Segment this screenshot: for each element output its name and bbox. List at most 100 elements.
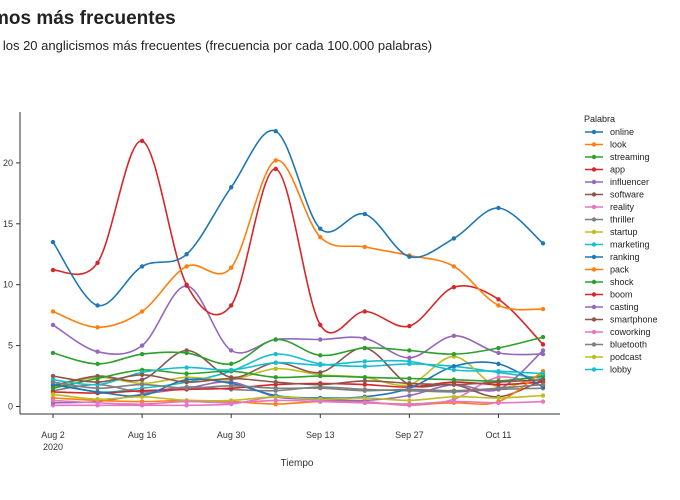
data-point-smartphone — [318, 370, 323, 375]
data-point-app — [228, 303, 234, 308]
series-lines — [50, 129, 546, 408]
y-tick-label: 5 — [8, 341, 13, 351]
data-point-startup — [496, 395, 501, 401]
y-tick-label: 10 — [3, 280, 13, 290]
data-point-podcast — [273, 366, 278, 371]
data-point-look — [451, 264, 457, 269]
legend-label: lobby — [610, 365, 632, 375]
data-point-influencer — [95, 349, 100, 354]
data-point-streaming — [50, 350, 56, 356]
series-line-thriller — [52, 381, 544, 392]
data-point-look — [318, 234, 323, 240]
x-tick-label: Oct 11 — [486, 430, 512, 440]
legend-swatch-dot — [591, 267, 597, 272]
legend-item-lobby: lobby — [585, 365, 632, 375]
data-point-thriller — [362, 388, 368, 393]
data-point-influencer — [50, 322, 56, 328]
x-tick-label: Sep 13 — [306, 430, 335, 440]
legend-label: thriller — [610, 215, 635, 225]
data-point-look — [184, 264, 189, 269]
x-axis-title: Tiempo — [281, 458, 314, 469]
legend-swatch-dot — [591, 304, 597, 310]
data-point-online — [496, 205, 501, 211]
data-point-shock — [95, 376, 100, 381]
series-line-shock — [52, 369, 544, 389]
data-point-reality — [50, 398, 56, 403]
legend-swatch-dot — [591, 292, 597, 297]
data-point-lobby — [362, 364, 368, 369]
data-point-online — [228, 185, 234, 190]
legend-item-look: look — [585, 140, 627, 150]
data-point-online — [273, 129, 278, 134]
series-reality — [50, 398, 546, 407]
legend-swatch-dot — [591, 329, 597, 335]
data-point-online — [184, 252, 189, 257]
data-point-software — [540, 377, 546, 382]
series-streaming — [50, 334, 546, 367]
series-thriller — [50, 379, 546, 393]
legend-item-app: app — [585, 165, 625, 175]
data-point-marketing — [228, 367, 234, 373]
legend-item-bluetooth: bluetooth — [585, 340, 647, 350]
data-point-streaming — [496, 345, 501, 351]
data-point-app — [318, 322, 323, 328]
data-point-ranking — [95, 389, 100, 395]
data-point-influencer — [451, 333, 457, 339]
data-point-influencer — [496, 350, 501, 356]
data-point-startup — [139, 394, 145, 399]
legend-label: look — [610, 140, 627, 150]
chart-title: mos más frecuentes — [0, 8, 176, 29]
data-point-shock — [318, 373, 323, 379]
series-look — [50, 158, 546, 330]
data-point-app — [273, 166, 278, 172]
data-point-casting — [407, 393, 412, 398]
legend-swatch-dot — [591, 167, 597, 172]
legend-swatch-dot — [591, 279, 597, 285]
data-point-online — [318, 226, 323, 231]
data-point-startup — [451, 394, 457, 399]
data-point-influencer — [228, 348, 234, 353]
data-point-app — [95, 260, 100, 265]
data-point-reality — [540, 399, 546, 404]
data-point-look — [95, 325, 100, 330]
x-tick-sublabel: 2020 — [43, 442, 63, 452]
series-line-startup — [52, 393, 544, 402]
data-point-boom — [139, 388, 145, 393]
legend: Palabra online look streaming app influencer… — [584, 114, 658, 375]
data-point-online — [451, 236, 457, 241]
data-point-reality — [407, 401, 412, 407]
data-point-influencer — [318, 337, 323, 342]
data-point-look — [496, 303, 501, 308]
legend-swatch-dot — [591, 254, 597, 260]
data-point-reality — [496, 400, 501, 406]
data-point-software — [95, 379, 100, 385]
data-point-look — [228, 265, 234, 270]
data-point-smartphone — [139, 377, 145, 382]
data-point-startup — [50, 392, 56, 397]
data-point-streaming — [184, 350, 189, 356]
legend-swatch-dot — [591, 129, 597, 135]
data-point-app — [50, 267, 56, 273]
legend-label: streaming — [610, 152, 650, 162]
legend-item-startup: startup — [585, 227, 638, 237]
series-line-reality — [52, 399, 544, 405]
data-point-streaming — [318, 353, 323, 358]
x-tick-label: Aug 30 — [217, 430, 246, 440]
data-point-reality — [318, 399, 323, 404]
legend-label: influencer — [610, 177, 649, 187]
legend-swatch-dot — [591, 154, 597, 160]
y-ticks: 0 5 10 15 20 — [3, 158, 20, 412]
legend-label: smartphone — [610, 315, 658, 325]
data-point-startup — [362, 395, 368, 401]
data-point-marketing — [407, 359, 412, 364]
series-line-software — [52, 373, 544, 386]
x-tick-label: Aug 16 — [128, 430, 157, 440]
data-point-thriller — [50, 379, 56, 385]
legend-label: online — [610, 127, 634, 137]
data-point-software — [273, 379, 278, 385]
data-point-thriller — [318, 386, 323, 391]
legend-swatch-dot — [591, 317, 597, 322]
legend-label: bluetooth — [610, 340, 647, 350]
data-point-boom — [362, 382, 368, 387]
